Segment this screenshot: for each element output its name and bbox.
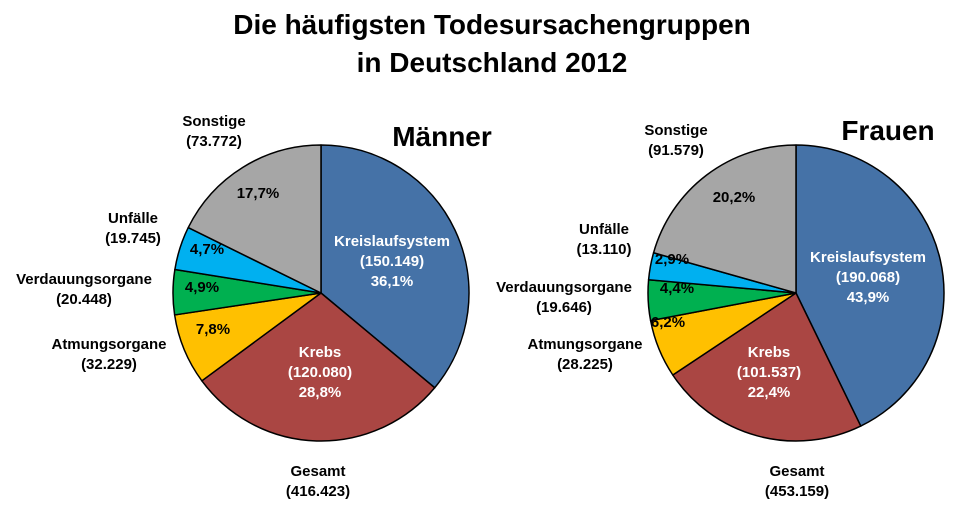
pie-frauen: Kreislaufsystem (190.068) 43,9% Krebs (101.5… (496, 122, 945, 442)
slice-value-frauen-unfaelle: (13.110) (576, 241, 631, 258)
slice-label-frauen-sonstige: Sonstige (644, 122, 707, 139)
slice-label-frauen-verdauungsorgane: Verdauungsorgane (496, 279, 632, 296)
pie-slice-frauen-sonstige (652, 144, 797, 294)
chart-title-line2: in Deutschland 2012 (357, 47, 628, 78)
chart-title-line1: Die häufigsten Todesursachengruppen (233, 9, 751, 40)
slice-label-maenner-sonstige: Sonstige (182, 113, 245, 130)
slice-label-maenner-atmungsorgane: Atmungsorgane (51, 336, 166, 353)
pie-slice-frauen-krebs (672, 292, 862, 442)
slice-percent-frauen-sonstige: 20,2% (713, 189, 756, 206)
pie-title-maenner: Männer (392, 121, 492, 152)
pie-slice-maenner-krebs (201, 292, 436, 442)
slice-percent-frauen-krebs: 22,4% (748, 384, 791, 401)
pie-title-frauen: Frauen (841, 115, 934, 146)
slice-value-frauen-kreislaufsystem: (190.068) (836, 269, 900, 286)
slice-label-frauen-krebs: Krebs (748, 344, 791, 361)
slice-label-frauen-atmungsorgane: Atmungsorgane (527, 336, 642, 353)
slice-label-maenner-verdauungsorgane: Verdauungsorgane (16, 271, 152, 288)
slice-value-maenner-kreislaufsystem: (150.149) (360, 253, 424, 270)
slice-percent-frauen-unfaelle: 2,9% (655, 251, 689, 268)
slice-value-maenner-unfaelle: (19.745) (105, 230, 161, 247)
total-value-maenner: (416.423) (286, 483, 350, 500)
total-label-frauen: Gesamt (769, 463, 824, 480)
pie-slice-maenner-sonstige (187, 144, 322, 294)
slice-label-frauen-kreislaufsystem: Kreislaufsystem (810, 249, 926, 266)
slice-percent-maenner-krebs: 28,8% (299, 384, 342, 401)
slice-percent-maenner-unfaelle: 4,7% (190, 241, 224, 258)
slice-percent-maenner-kreislaufsystem: 36,1% (371, 273, 414, 290)
slice-label-maenner-unfaelle: Unfälle (108, 210, 158, 227)
slice-value-maenner-verdauungsorgane: (20.448) (56, 291, 112, 308)
pie-slice-frauen-kreislaufsystem (795, 144, 945, 427)
slice-percent-maenner-verdauungsorgane: 4,9% (185, 279, 219, 296)
slice-percent-maenner-sonstige: 17,7% (237, 185, 280, 202)
pie-maenner: Kreislaufsystem (150.149) 36,1% Krebs (120.0… (16, 113, 470, 442)
slice-percent-frauen-verdauungsorgane: 4,4% (660, 280, 694, 297)
slice-percent-maenner-atmungsorgane: 7,8% (196, 321, 230, 338)
total-label-maenner: Gesamt (290, 463, 345, 480)
slice-percent-frauen-atmungsorgane: 6,2% (651, 314, 685, 331)
slice-value-frauen-verdauungsorgane: (19.646) (536, 299, 592, 316)
slice-label-maenner-kreislaufsystem: Kreislaufsystem (334, 233, 450, 250)
total-value-frauen: (453.159) (765, 483, 829, 500)
slice-value-maenner-atmungsorgane: (32.229) (81, 356, 137, 373)
slice-value-frauen-sonstige: (91.579) (648, 142, 704, 159)
slice-label-maenner-krebs: Krebs (299, 344, 342, 361)
pie-slice-maenner-kreislaufsystem (320, 144, 470, 389)
slice-value-frauen-atmungsorgane: (28.225) (557, 356, 613, 373)
slice-label-frauen-unfaelle: Unfälle (579, 221, 629, 238)
slice-value-frauen-krebs: (101.537) (737, 364, 801, 381)
slice-value-maenner-krebs: (120.080) (288, 364, 352, 381)
slice-value-maenner-sonstige: (73.772) (186, 133, 242, 150)
slice-percent-frauen-kreislaufsystem: 43,9% (847, 289, 890, 306)
